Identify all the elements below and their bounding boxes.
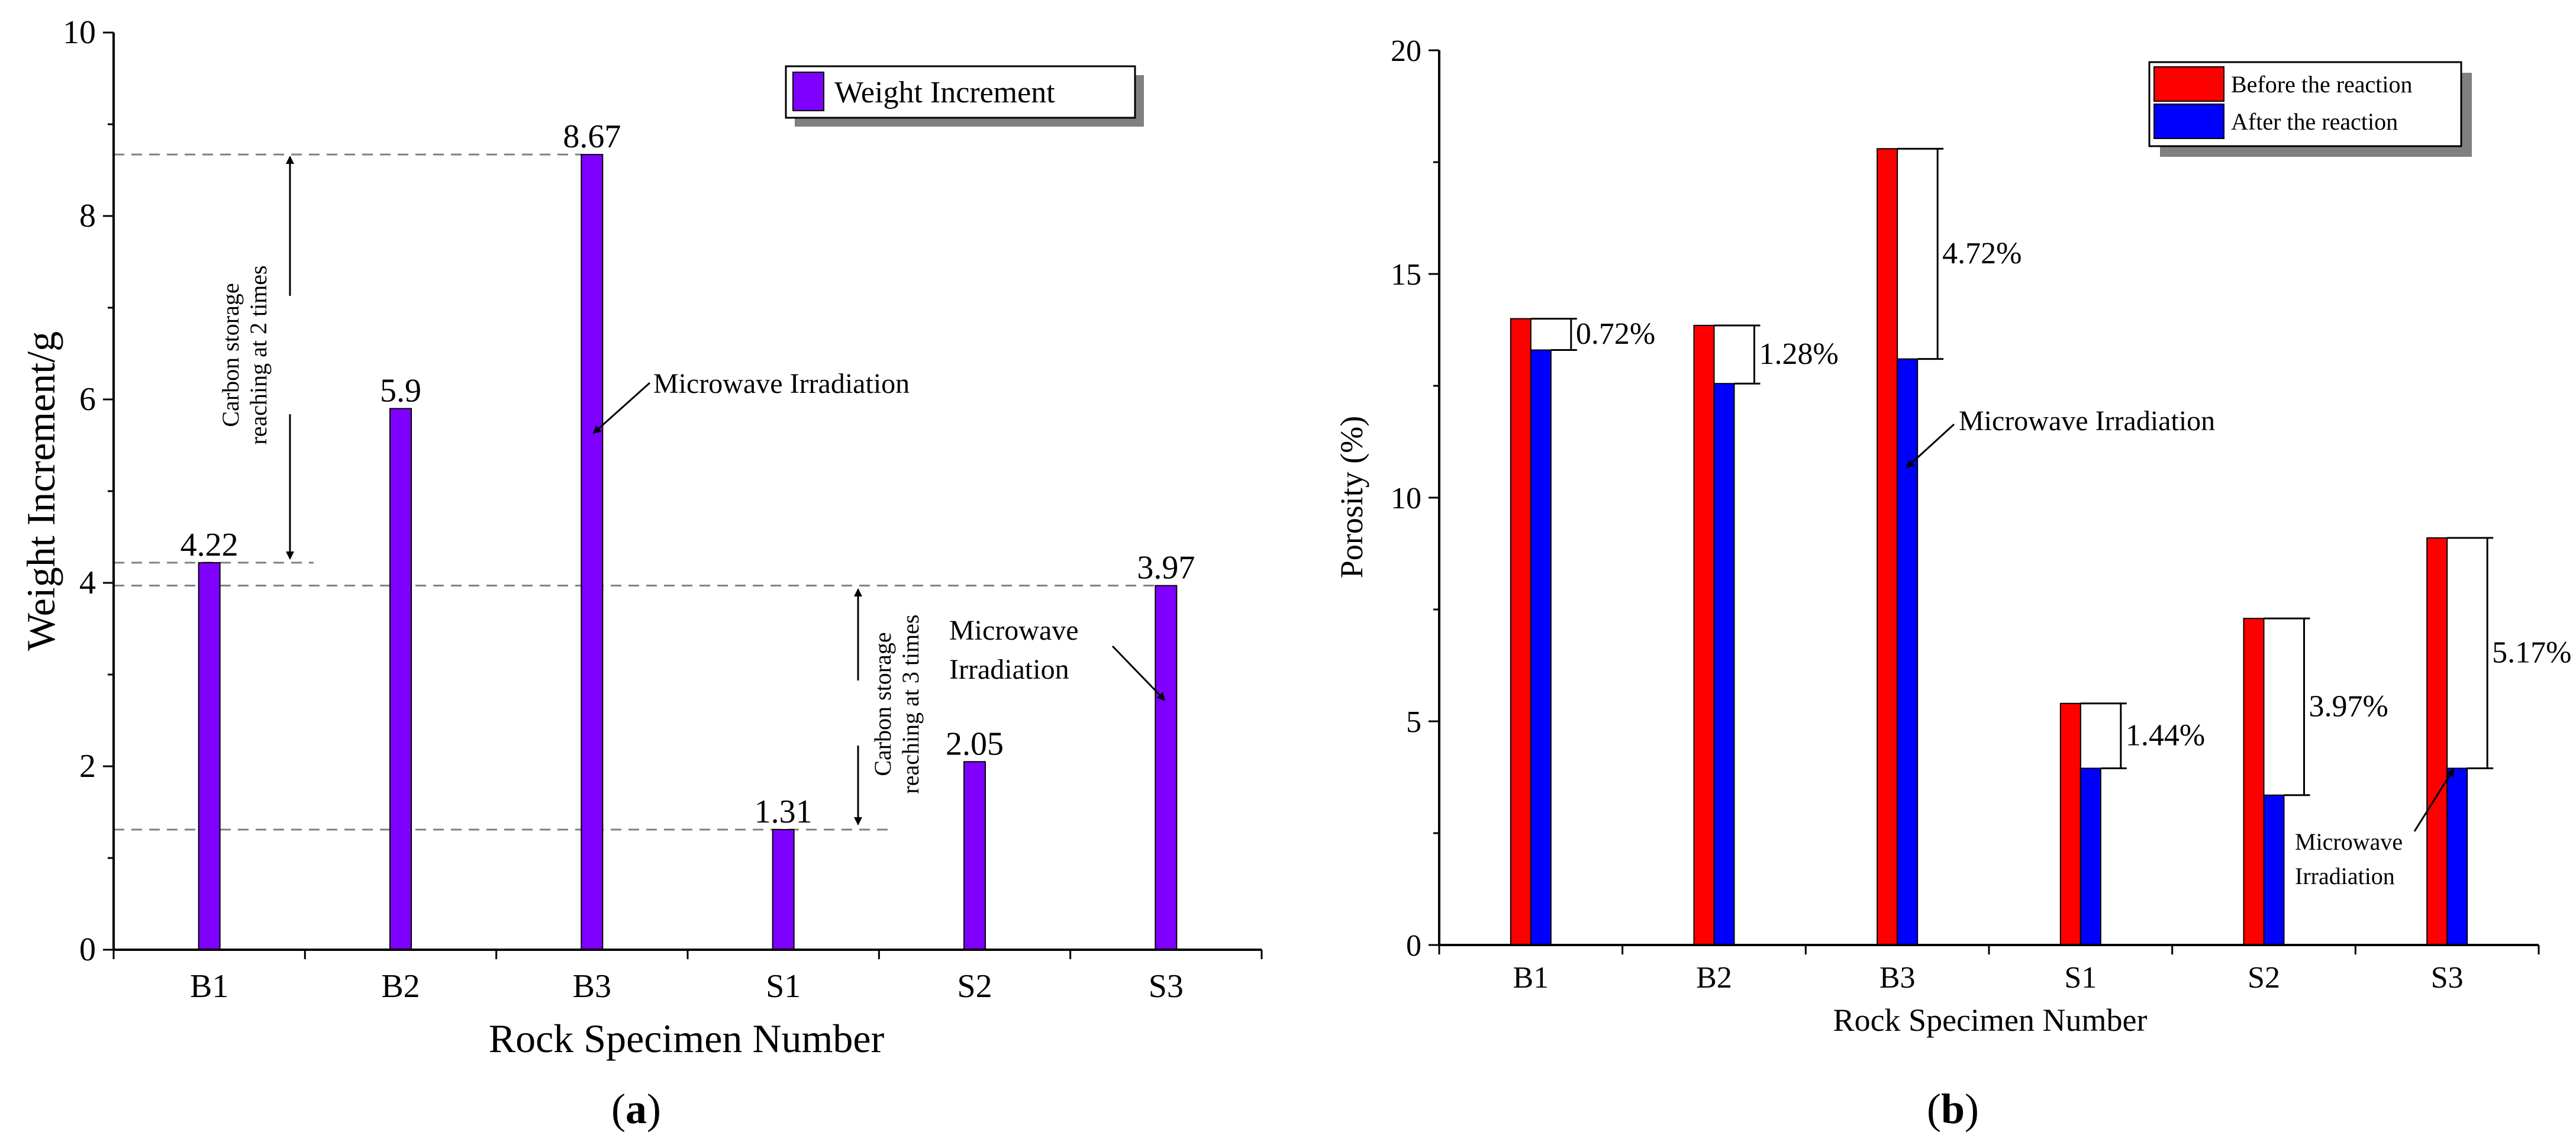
data-label-B3: 8.67	[563, 118, 621, 155]
x-axis-label: Rock Specimen Number	[1833, 1002, 2148, 1038]
bar-series	[1510, 148, 2468, 946]
diff-label-S3: 5.17%	[2492, 636, 2571, 670]
y-tick-label: 8	[79, 198, 96, 234]
bar-after-S2	[2263, 794, 2285, 946]
data-label-B2: 5.9	[380, 373, 421, 409]
bar-before-S1	[2059, 702, 2081, 946]
legend-swatch	[792, 72, 824, 111]
chart-panel-a: 4.22 5.9 8.67 1.31 2.05 3.97 0 2 4 6 8 10 B1 B2 B3 S1 S…	[18, 14, 1263, 1133]
data-label-S2: 2.05	[946, 725, 1004, 762]
bracket-s: Carbon storage reaching at 3 times	[854, 588, 924, 825]
legend-swatch-after	[2153, 104, 2224, 139]
y-tick-label: 0	[1406, 929, 1421, 963]
difference-markers: 0.72% 1.28% 4.72% 1.44% 3.97% 5.17%	[1530, 147, 2571, 796]
bar-after-S3	[2446, 767, 2468, 946]
x-tick-label-S3: S3	[2431, 961, 2464, 995]
bracket-text-line2: reaching at 3 times	[897, 614, 924, 794]
axes: 0 5 10 15 20 B1 B2 B3 S1 S2 S3	[1391, 34, 2540, 995]
bar-B1	[198, 562, 221, 950]
data-label-B1: 4.22	[180, 527, 238, 563]
annotation-b3: Microwave Irradiation	[592, 368, 910, 434]
annotation-text-line2: Irradiation	[949, 654, 1069, 685]
data-label-S3: 3.97	[1137, 550, 1195, 586]
bar-after-S1	[2080, 767, 2101, 946]
y-tick-label: 2	[79, 748, 96, 785]
legend-box	[785, 65, 1136, 119]
x-tick-label-B3: B3	[1879, 961, 1916, 995]
bar-B2	[389, 408, 412, 950]
diff-label-B2: 1.28%	[1759, 337, 1839, 371]
bar-S2	[963, 761, 986, 950]
y-axis-label: Weight Increment/g	[18, 331, 63, 651]
diff-label-B1: 0.72%	[1576, 317, 1655, 351]
bracket-text-line2: reaching at 2 times	[245, 265, 272, 444]
bar-after-B2	[1713, 383, 1735, 946]
legend: Weight Increment	[785, 65, 1144, 127]
annotation-text-line2: Irradiation	[2295, 863, 2395, 889]
x-tick-label-S3: S3	[1149, 968, 1184, 1005]
x-tick-label-S2: S2	[2248, 961, 2280, 995]
y-tick-label: 4	[79, 565, 96, 601]
x-tick-label-B2: B2	[1696, 961, 1732, 995]
bar-before-S2	[2243, 618, 2265, 946]
annotation-arrow	[2413, 768, 2455, 832]
x-tick-label-B1: B1	[1513, 961, 1549, 995]
diff-label-S1: 1.44%	[2126, 719, 2205, 753]
y-tick-label: 15	[1391, 258, 1421, 292]
legend-label: Weight Increment	[834, 76, 1055, 109]
x-axis-label: Rock Specimen Number	[489, 1016, 885, 1061]
annotation-s3: Microwave Irradiation	[2295, 768, 2455, 889]
x-tick-label-S1: S1	[766, 968, 801, 1005]
reference-lines	[114, 153, 1156, 831]
y-tick-label: 6	[79, 381, 96, 418]
annotation-b3: Microwave Irradiation	[1906, 405, 2215, 469]
axes: 0 2 4 6 8 10 B1 B2 B3 S1 S2 S3	[63, 14, 1263, 1005]
data-label-S1: 1.31	[755, 794, 813, 830]
bar-after-B1	[1530, 349, 1552, 946]
bar-S3	[1155, 585, 1178, 950]
annotation-text-line1: Microwave	[949, 615, 1079, 646]
bar-before-B3	[1877, 148, 1898, 946]
legend-label-before: Before the reaction	[2231, 71, 2413, 98]
legend: Before the reaction After the reaction	[2148, 61, 2472, 157]
y-axis-label: Porosity (%)	[1334, 416, 1369, 578]
bar-series	[198, 154, 1178, 950]
annotation-text-line1: Microwave	[2295, 828, 2403, 855]
y-tick-label: 10	[63, 14, 96, 51]
bracket-text-line1: Carbon storage	[217, 283, 244, 427]
bar-before-B2	[1693, 324, 1715, 946]
panel-label-a: (a)	[611, 1085, 661, 1133]
data-labels: 4.22 5.9 8.67 1.31 2.05 3.97	[180, 118, 1195, 830]
legend-label-after: After the reaction	[2231, 108, 2398, 135]
bar-B3	[581, 154, 604, 950]
annotation-s3: Microwave Irradiation	[949, 615, 1166, 701]
y-tick-label: 20	[1391, 34, 1421, 68]
annotation-text: Microwave Irradiation	[653, 368, 910, 399]
diff-label-B3: 4.72%	[1942, 237, 2022, 270]
x-tick-label-S2: S2	[957, 968, 992, 1005]
diff-label-S2: 3.97%	[2309, 689, 2388, 723]
annotation-arrow	[1111, 645, 1166, 701]
bar-S1	[772, 828, 795, 950]
chart-panel-b: 0.72% 1.28% 4.72% 1.44% 3.97% 5.17% 0 5 10 15 20 B…	[1334, 34, 2571, 1133]
annotation-text: Microwave Irradiation	[1959, 405, 2215, 437]
bar-before-B1	[1510, 318, 1532, 946]
x-tick-label-B3: B3	[573, 968, 611, 1005]
annotation-arrow	[592, 382, 651, 434]
bracket-b: Carbon storage reaching at 2 times	[217, 156, 294, 560]
y-tick-label: 5	[1406, 705, 1421, 739]
bar-after-B3	[1897, 358, 1919, 946]
x-tick-label-S1: S1	[2064, 961, 2097, 995]
annotation-arrow	[1906, 423, 1955, 469]
x-tick-label-B1: B1	[190, 968, 228, 1005]
bracket-text-line1: Carbon storage	[869, 632, 896, 776]
legend-swatch-before	[2153, 66, 2224, 102]
y-tick-label: 10	[1391, 482, 1421, 515]
y-tick-label: 0	[79, 931, 96, 968]
panel-label-b: (b)	[1927, 1085, 1979, 1133]
x-tick-label-B2: B2	[381, 968, 420, 1005]
bar-before-S3	[2426, 537, 2448, 946]
